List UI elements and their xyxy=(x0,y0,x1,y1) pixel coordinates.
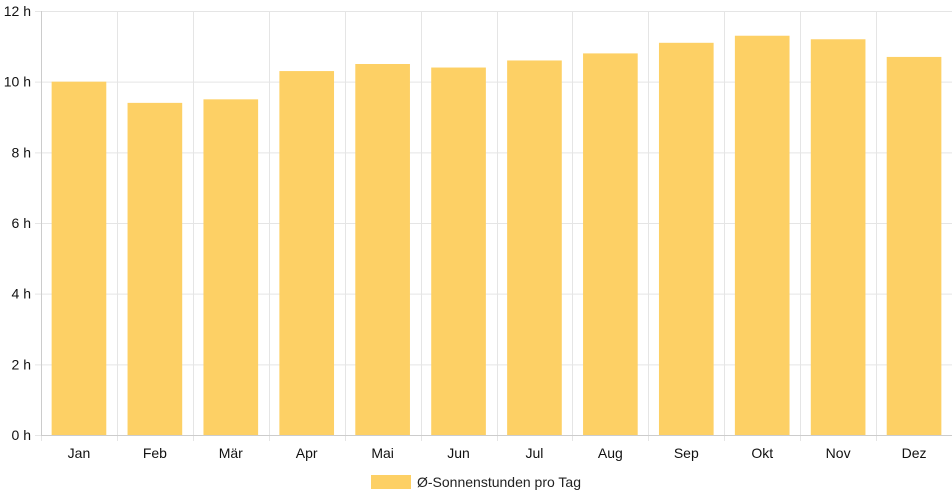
bar-mär[interactable] xyxy=(203,99,259,435)
x-tick-label: Aug xyxy=(598,445,623,461)
x-tick-label: Nov xyxy=(826,445,851,461)
bar-sep[interactable] xyxy=(658,42,714,436)
x-axis-tick-labels: Jan Feb Mär Apr Mai Jun Jul Aug Sep Okt Nov Dez xyxy=(68,445,927,461)
bar-jul[interactable] xyxy=(507,60,562,435)
bar-dez[interactable] xyxy=(886,56,942,435)
y-axis-tick-labels: 0 h 2 h 4 h 6 h 8 h 10 h 12 h xyxy=(4,3,31,443)
x-tick-label: Dez xyxy=(902,445,927,461)
bar-nov[interactable] xyxy=(810,39,866,436)
x-tick-label: Jan xyxy=(68,445,91,461)
bar-mai[interactable] xyxy=(355,64,410,435)
bars xyxy=(51,35,942,436)
x-tick-label: Jun xyxy=(447,445,470,461)
x-tick-label: Mär xyxy=(219,445,243,461)
legend-swatch[interactable] xyxy=(371,475,411,489)
y-tick-label: 0 h xyxy=(12,427,31,443)
legend[interactable]: Ø-Sonnenstunden pro Tag xyxy=(371,474,581,490)
legend-label[interactable]: Ø-Sonnenstunden pro Tag xyxy=(417,474,581,490)
y-tick-label: 6 h xyxy=(12,215,31,231)
x-tick-label: Apr xyxy=(296,445,318,461)
y-tick-label: 12 h xyxy=(4,3,31,19)
x-tick-label: Okt xyxy=(751,445,773,461)
x-tick-label: Mai xyxy=(371,445,394,461)
x-tick-label: Feb xyxy=(143,445,167,461)
y-tick-label: 4 h xyxy=(12,286,31,302)
bar-jun[interactable] xyxy=(431,67,486,436)
y-tick-label: 2 h xyxy=(12,356,31,372)
bar-okt[interactable] xyxy=(734,35,790,435)
bar-aug[interactable] xyxy=(583,53,638,436)
bar-jan[interactable] xyxy=(51,81,107,436)
axes xyxy=(41,11,952,436)
x-tick-label: Jul xyxy=(526,445,544,461)
grid-lines xyxy=(35,11,952,441)
y-tick-label: 10 h xyxy=(4,74,31,90)
bar-apr[interactable] xyxy=(279,71,335,436)
y-tick-label: 8 h xyxy=(12,144,31,160)
x-tick-label: Sep xyxy=(674,445,699,461)
bar-feb[interactable] xyxy=(127,102,183,435)
